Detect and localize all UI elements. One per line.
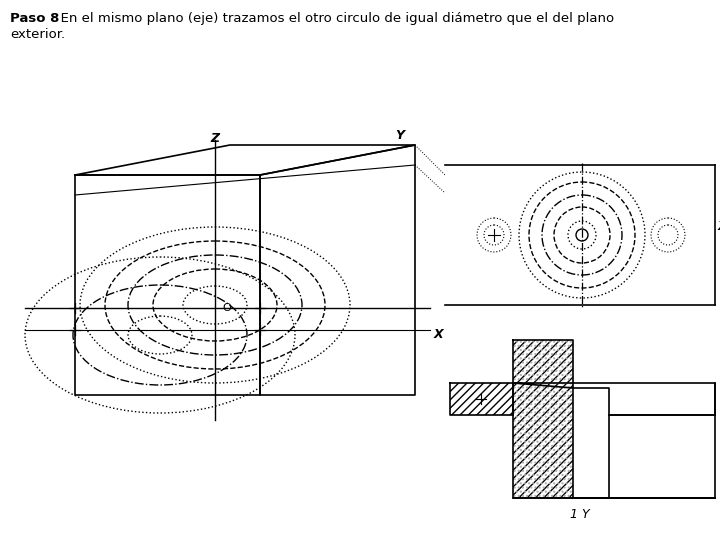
Text: Z: Z	[210, 132, 220, 145]
Text: X: X	[433, 328, 443, 341]
Text: 1 Y: 1 Y	[570, 508, 590, 521]
Text: : En el mismo plano (eje) trazamos el otro circulo de igual diámetro que el del : : En el mismo plano (eje) trazamos el ot…	[52, 12, 614, 25]
Bar	[450, 383, 513, 415]
Text: O: O	[222, 303, 230, 313]
Text: exterior.: exterior.	[10, 28, 65, 41]
Bar	[513, 340, 573, 498]
Text: X: X	[718, 220, 720, 233]
Text: Paso 8: Paso 8	[10, 12, 59, 25]
Bar	[513, 340, 573, 498]
Text: Y: Y	[395, 129, 405, 142]
